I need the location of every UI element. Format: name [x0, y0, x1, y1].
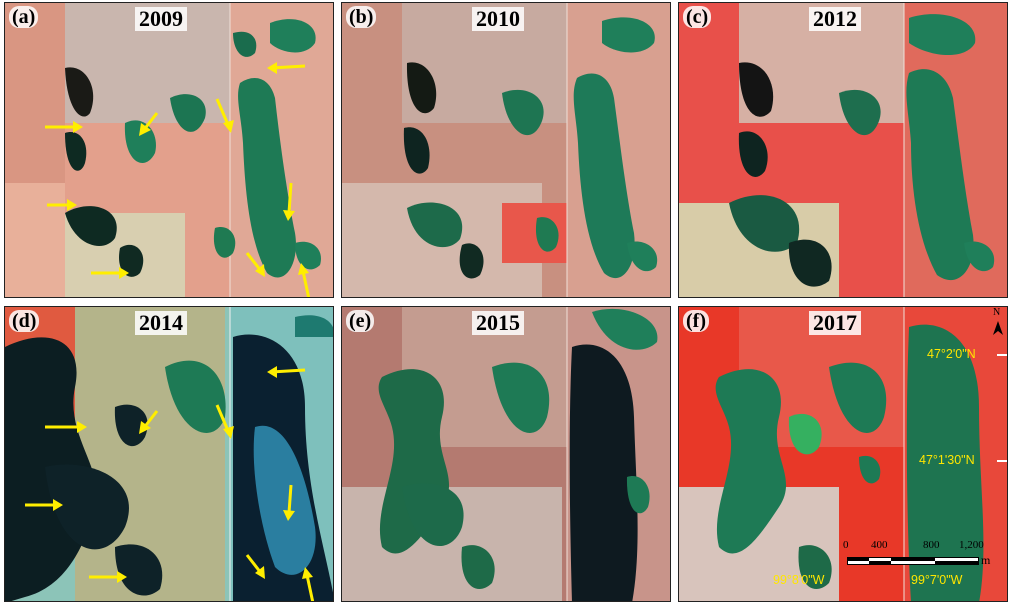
arrow-icons [45, 62, 311, 297]
scale-bar: 0 400 800 1,200 m [843, 539, 995, 569]
north-arrow-label: N [993, 307, 1001, 318]
panel-c-2012: (c) 2012 [678, 2, 1008, 298]
panel-label: (f) [683, 310, 709, 332]
scale-tick-label: 1,200 [959, 539, 984, 551]
arrow-icons [25, 366, 315, 601]
panel-year: 2009 [135, 7, 187, 31]
panel-year: 2014 [135, 311, 187, 335]
panel-label: (b) [346, 6, 377, 28]
satellite-image-2010 [342, 3, 670, 297]
scale-tick-label: 800 [923, 539, 940, 551]
panel-label: (e) [346, 310, 375, 332]
satellite-image-2012 [679, 3, 1007, 297]
panel-label: (d) [9, 310, 40, 332]
lat-label-top: 47°2'0"N [927, 347, 976, 361]
panel-year: 2017 [809, 311, 861, 335]
satellite-image-2014 [5, 307, 333, 601]
panel-e-2015: (e) 2015 [341, 306, 671, 602]
lon-label-left: 99°8'0"W [773, 573, 825, 587]
lat-label-bottom: 47°1'30"N [919, 453, 975, 467]
scale-tick-label: 400 [871, 539, 888, 551]
panel-year: 2012 [809, 7, 861, 31]
lon-label-right: 99°7'0"W [911, 573, 963, 587]
scale-unit: m [981, 553, 991, 567]
north-arrow-icon [993, 321, 1003, 335]
scale-tick-label: 0 [843, 539, 849, 551]
panel-f-2017: (f) 2017 N 47°2'0"N 47°1'30"N 99°8'0"W 9… [678, 306, 1008, 602]
panel-d-2014: (d) 2014 [4, 306, 334, 602]
panel-year: 2015 [472, 311, 524, 335]
panel-b-2010: (b) 2010 [341, 2, 671, 298]
panel-a-2009: (a) 2009 [4, 2, 334, 298]
satellite-image-2009 [5, 3, 333, 297]
panel-label: (a) [9, 6, 39, 28]
lat-tick-top [997, 354, 1007, 356]
lat-tick-bottom [997, 460, 1007, 462]
panel-label: (c) [683, 6, 712, 28]
satellite-image-2015 [342, 307, 670, 601]
panel-year: 2010 [472, 7, 524, 31]
